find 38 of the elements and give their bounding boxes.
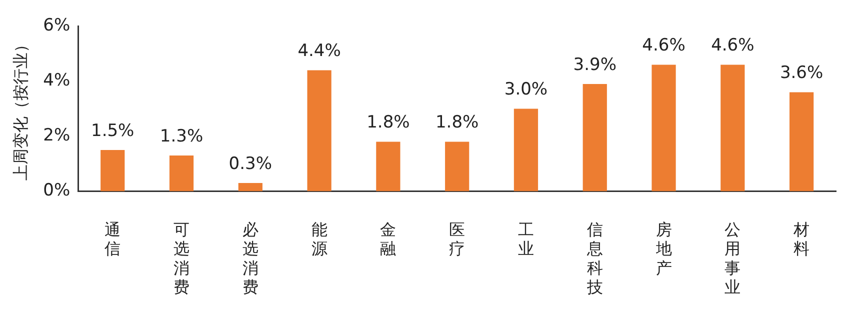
y-tick-label: 0%: [43, 180, 70, 201]
x-tick-label: 材料: [792, 220, 810, 258]
bar: [238, 182, 262, 192]
x-tick-label: 金融: [380, 220, 396, 258]
data-label: 3.9%: [573, 54, 616, 75]
x-tick-label: 必选消费: [242, 220, 258, 297]
bar: [445, 142, 470, 192]
x-tick-label: 可选消费: [174, 220, 190, 297]
y-tick-label: 2%: [43, 126, 70, 146]
data-label: 1.8%: [366, 112, 410, 133]
x-tick-label: 通信: [104, 220, 121, 258]
y-tick-label: 4%: [43, 70, 70, 91]
bar: [169, 155, 194, 192]
data-label: 3.6%: [780, 63, 824, 84]
bar: [514, 108, 538, 192]
x-tick-label: 工业: [518, 220, 534, 258]
bar: [100, 150, 125, 192]
bar: [376, 142, 400, 192]
bar: [720, 64, 745, 192]
data-label: 0.3%: [228, 154, 272, 174]
data-label: 1.5%: [91, 120, 134, 141]
data-label: 1.8%: [435, 112, 479, 133]
data-label: 3.0%: [504, 80, 548, 100]
x-tick-label: 信息科技: [586, 220, 603, 297]
bar: [307, 70, 332, 192]
bar: [652, 64, 676, 192]
x-tick-label: 房地产: [654, 220, 672, 278]
data-label: 4.6%: [711, 36, 754, 56]
x-tick-label: 公用事业: [724, 220, 741, 297]
data-label: 1.3%: [160, 126, 204, 146]
y-tick-label: 6%: [43, 16, 70, 36]
data-label: 4.4%: [298, 41, 341, 62]
x-tick-label: 医疗: [449, 220, 466, 258]
bar: [582, 84, 607, 192]
y-axis-title: 上周变化（按行业）: [10, 36, 30, 181]
data-label: 4.6%: [642, 36, 686, 56]
bar: [789, 92, 814, 192]
x-tick-label: 能源: [311, 220, 328, 258]
